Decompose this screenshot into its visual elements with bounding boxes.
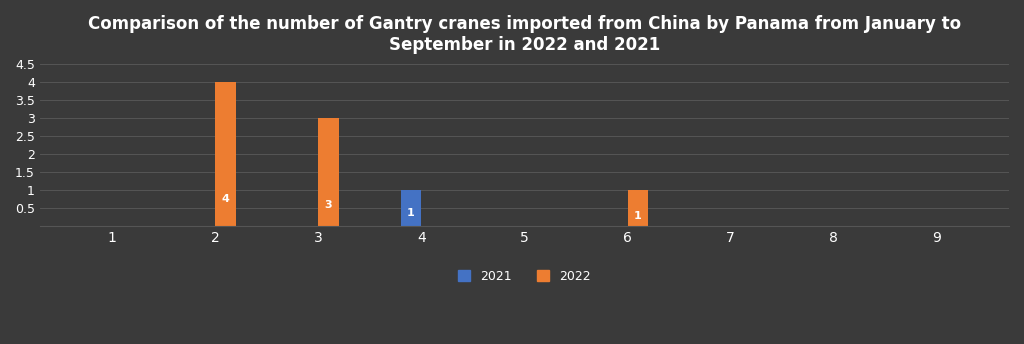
Bar: [318, 118, 339, 226]
Text: 4: 4: [221, 194, 229, 204]
Bar: [628, 190, 648, 226]
Text: 1: 1: [634, 211, 642, 221]
Bar: [215, 82, 236, 226]
Text: 3: 3: [325, 200, 333, 210]
Legend: 2021, 2022: 2021, 2022: [453, 265, 596, 288]
Title: Comparison of the number of Gantry cranes imported from China by Panama from Jan: Comparison of the number of Gantry crane…: [88, 15, 961, 54]
Text: 1: 1: [408, 208, 415, 218]
Bar: [400, 190, 421, 226]
